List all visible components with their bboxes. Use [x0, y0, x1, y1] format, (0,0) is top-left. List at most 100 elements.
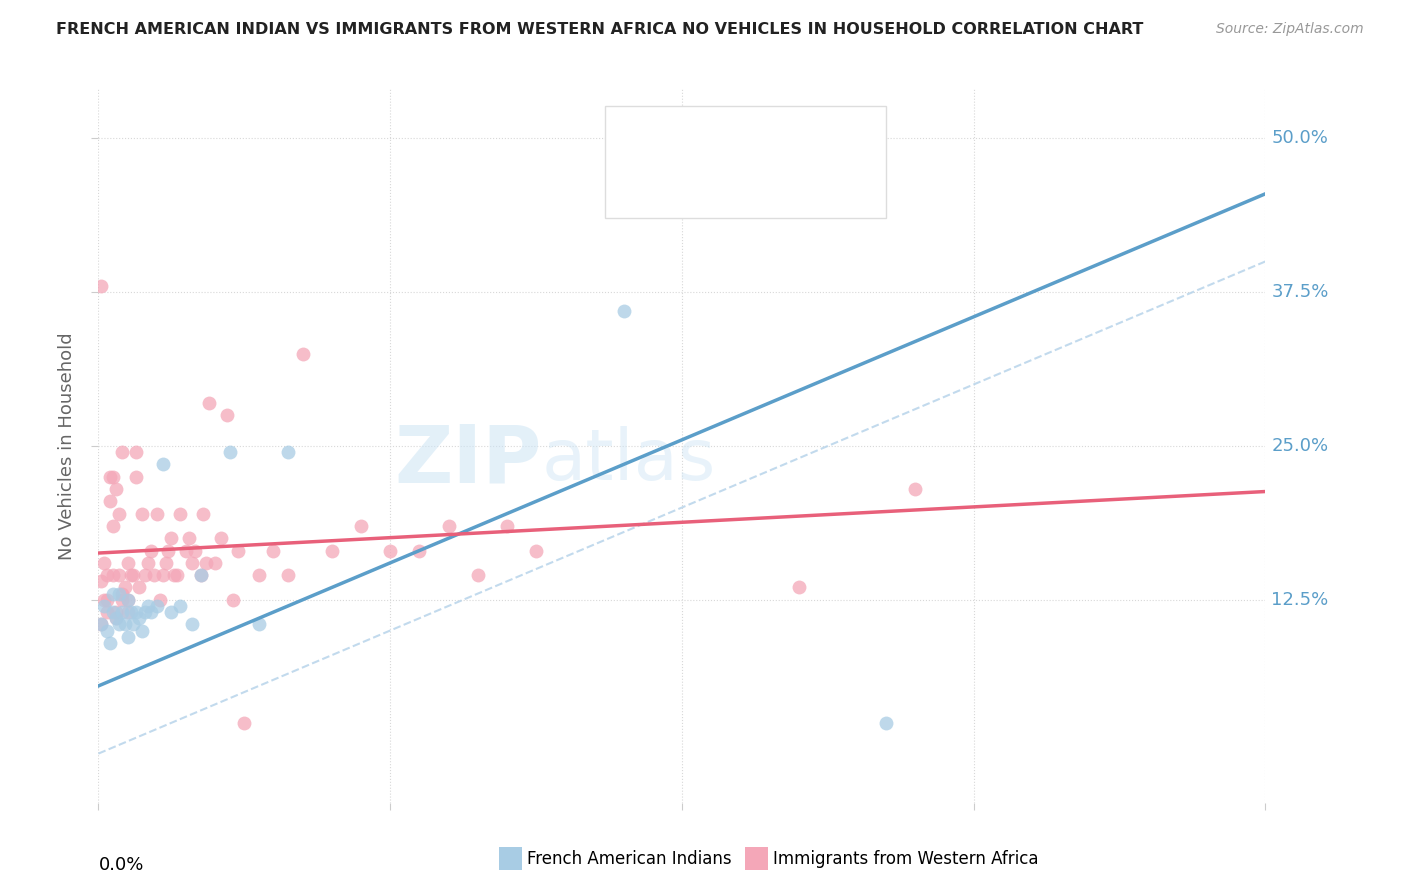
Point [904, 482, 927, 496]
Point [98, 636, 121, 650]
Point [101, 587, 124, 601]
Point [612, 303, 634, 318]
Text: French American Indians: French American Indians [527, 850, 733, 868]
Point [146, 599, 169, 613]
Point [233, 715, 256, 730]
Point [101, 469, 124, 483]
Point [117, 592, 139, 607]
Point [149, 592, 172, 607]
Text: ZIP: ZIP [395, 421, 541, 500]
Point [125, 445, 148, 459]
Point [218, 445, 240, 459]
Point [193, 507, 215, 521]
Point [142, 568, 165, 582]
Text: R = 0.068   N = 72: R = 0.068 N = 72 [662, 173, 832, 191]
Point [155, 556, 177, 570]
Point [291, 347, 314, 361]
Point [524, 543, 547, 558]
Point [125, 605, 148, 619]
Point [152, 568, 174, 582]
Point [104, 611, 127, 625]
Point [408, 543, 430, 558]
Point [152, 458, 174, 472]
Point [215, 409, 238, 423]
Point [125, 469, 148, 483]
Point [350, 519, 373, 533]
Point [108, 507, 131, 521]
Point [117, 630, 139, 644]
Point [98, 469, 121, 483]
Point [128, 611, 150, 625]
Point [247, 617, 270, 632]
Point [93, 556, 115, 570]
Point [221, 592, 243, 607]
Point [114, 617, 136, 632]
Point [120, 605, 142, 619]
Point [166, 568, 188, 582]
Text: 25.0%: 25.0% [1271, 437, 1329, 455]
Text: 0.0%: 0.0% [98, 856, 143, 874]
Point [160, 531, 183, 545]
Point [136, 599, 159, 613]
Point [247, 568, 270, 582]
Point [146, 507, 169, 521]
Point [277, 445, 299, 459]
Point [122, 617, 145, 632]
Point [177, 531, 200, 545]
Point [111, 592, 134, 607]
Text: Source: ZipAtlas.com: Source: ZipAtlas.com [1216, 22, 1364, 37]
Point [96, 605, 118, 619]
Point [104, 605, 127, 619]
Text: FRENCH AMERICAN INDIAN VS IMMIGRANTS FROM WESTERN AFRICA NO VEHICLES IN HOUSEHOL: FRENCH AMERICAN INDIAN VS IMMIGRANTS FRO… [56, 22, 1143, 37]
Point [183, 543, 205, 558]
Point [169, 599, 191, 613]
Point [120, 568, 142, 582]
Text: 37.5%: 37.5% [1271, 283, 1329, 301]
Point [134, 605, 156, 619]
Point [180, 617, 202, 632]
Point [198, 396, 221, 410]
Point [101, 519, 124, 533]
Point [108, 568, 131, 582]
Point [93, 599, 115, 613]
Point [104, 482, 127, 496]
Point [787, 581, 810, 595]
Point [96, 592, 118, 607]
Point [111, 587, 134, 601]
Point [875, 715, 897, 730]
Point [139, 543, 162, 558]
Y-axis label: No Vehicles in Household: No Vehicles in Household [58, 332, 76, 560]
Point [378, 543, 402, 558]
Text: R = 0.687   N = 32: R = 0.687 N = 32 [662, 124, 832, 142]
Point [157, 543, 180, 558]
Point [101, 605, 124, 619]
Point [437, 519, 460, 533]
Point [131, 507, 153, 521]
Point [108, 587, 131, 601]
Point [160, 605, 183, 619]
Point [131, 624, 153, 638]
Point [114, 581, 136, 595]
Text: Immigrants from Western Africa: Immigrants from Western Africa [773, 850, 1039, 868]
Point [90, 617, 112, 632]
Point [190, 568, 212, 582]
Point [134, 568, 156, 582]
Point [93, 592, 115, 607]
Point [117, 605, 139, 619]
Point [174, 543, 197, 558]
Point [204, 556, 226, 570]
Point [180, 556, 202, 570]
Text: atlas: atlas [541, 425, 716, 495]
Point [321, 543, 343, 558]
Point [117, 556, 139, 570]
Point [104, 611, 127, 625]
Point [190, 568, 212, 582]
Point [96, 568, 118, 582]
Point [101, 568, 124, 582]
Point [90, 279, 112, 293]
Point [195, 556, 218, 570]
Point [90, 617, 112, 632]
Point [209, 531, 232, 545]
Point [277, 568, 299, 582]
Point [90, 574, 112, 589]
